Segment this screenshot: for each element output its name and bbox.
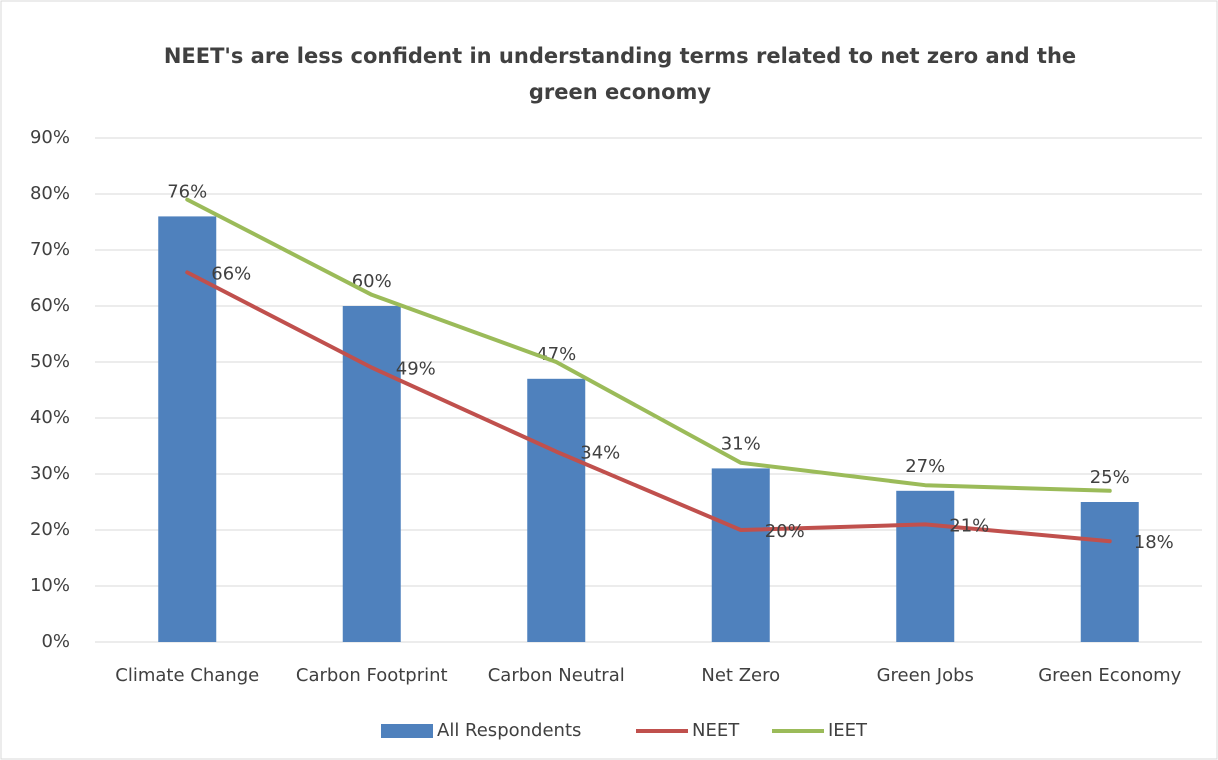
data-label: 25% [1090,467,1130,488]
legend-label: IEET [828,720,868,741]
data-label: 27% [905,456,945,477]
chart-title: NEET's are less confident in understandi… [163,44,1077,104]
data-label: 60% [352,271,392,292]
y-tick-label: 20% [30,519,70,540]
x-tick-label: Carbon Footprint [296,665,448,686]
line [185,270,1112,544]
y-tick-label: 0% [41,631,70,652]
y-tick-label: 60% [30,295,70,316]
y-tick-label: 30% [30,463,70,484]
x-tick-label: Green Jobs [877,665,974,686]
data-label: 66% [211,263,251,284]
y-tick-label: 70% [30,239,70,260]
data-label: 21% [949,515,989,536]
legend-swatch [381,724,433,738]
x-tick-label: Net Zero [701,665,780,686]
y-tick-label: 80% [30,183,70,204]
bar [158,216,217,642]
bar [527,378,586,642]
line [185,197,1112,493]
y-tick-label: 90% [30,127,70,148]
legend-label: All Respondents [437,720,581,741]
x-tick-label: Carbon Neutral [488,665,625,686]
bar [896,490,955,642]
bar [711,468,770,642]
bar [342,306,401,642]
data-label: 49% [396,359,436,380]
data-label: 31% [721,433,761,454]
data-label: 76% [167,181,207,202]
data-label: 34% [580,443,620,464]
y-tick-label: 40% [30,407,70,428]
x-tick-label: Green Economy [1038,665,1181,686]
x-tick-label: Climate Change [115,665,259,686]
y-tick-label: 10% [30,575,70,596]
y-tick-label: 50% [30,351,70,372]
legend-label: NEET [692,720,740,741]
data-label: 20% [765,521,805,542]
bar [1080,502,1139,642]
data-label: 18% [1134,532,1174,553]
